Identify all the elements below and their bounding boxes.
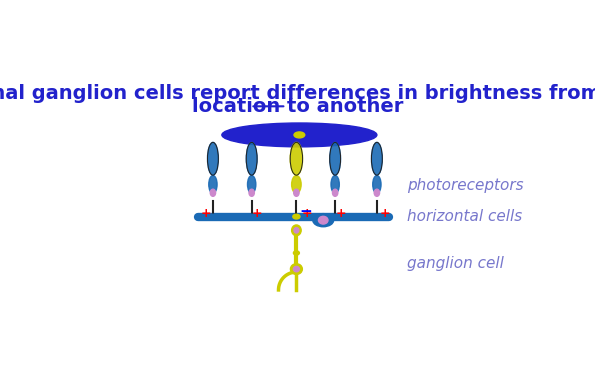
Ellipse shape xyxy=(294,228,299,233)
Ellipse shape xyxy=(293,214,300,219)
Ellipse shape xyxy=(372,175,381,193)
Ellipse shape xyxy=(374,189,380,196)
Ellipse shape xyxy=(290,264,302,275)
Ellipse shape xyxy=(293,251,299,255)
Ellipse shape xyxy=(290,142,303,175)
Ellipse shape xyxy=(313,214,334,227)
Ellipse shape xyxy=(371,142,383,175)
Ellipse shape xyxy=(294,189,299,196)
Ellipse shape xyxy=(373,214,380,219)
Ellipse shape xyxy=(248,175,256,193)
Ellipse shape xyxy=(210,189,215,196)
Ellipse shape xyxy=(222,123,377,147)
Ellipse shape xyxy=(292,175,301,193)
Text: ganglion cell: ganglion cell xyxy=(407,256,503,271)
Ellipse shape xyxy=(208,142,218,175)
Text: location to another: location to another xyxy=(192,97,403,116)
Text: +: + xyxy=(251,207,262,220)
Text: +: + xyxy=(201,207,211,220)
Text: +: + xyxy=(301,207,312,220)
Text: +: + xyxy=(380,207,390,220)
Ellipse shape xyxy=(331,214,339,219)
Ellipse shape xyxy=(209,175,217,193)
Ellipse shape xyxy=(246,142,257,175)
Ellipse shape xyxy=(292,225,301,236)
Text: Retinal ganglion cells report differences in brightness from one: Retinal ganglion cells report difference… xyxy=(0,84,595,103)
Ellipse shape xyxy=(333,189,338,196)
Ellipse shape xyxy=(293,266,299,272)
Text: −: − xyxy=(299,204,312,219)
Ellipse shape xyxy=(330,142,340,175)
Text: horizontal cells: horizontal cells xyxy=(407,209,522,224)
Ellipse shape xyxy=(294,132,305,138)
Text: photoreceptors: photoreceptors xyxy=(407,178,524,193)
Ellipse shape xyxy=(249,189,254,196)
Text: +: + xyxy=(336,207,346,220)
Ellipse shape xyxy=(209,214,217,219)
Ellipse shape xyxy=(331,175,339,193)
Ellipse shape xyxy=(248,214,255,219)
Ellipse shape xyxy=(318,216,328,224)
